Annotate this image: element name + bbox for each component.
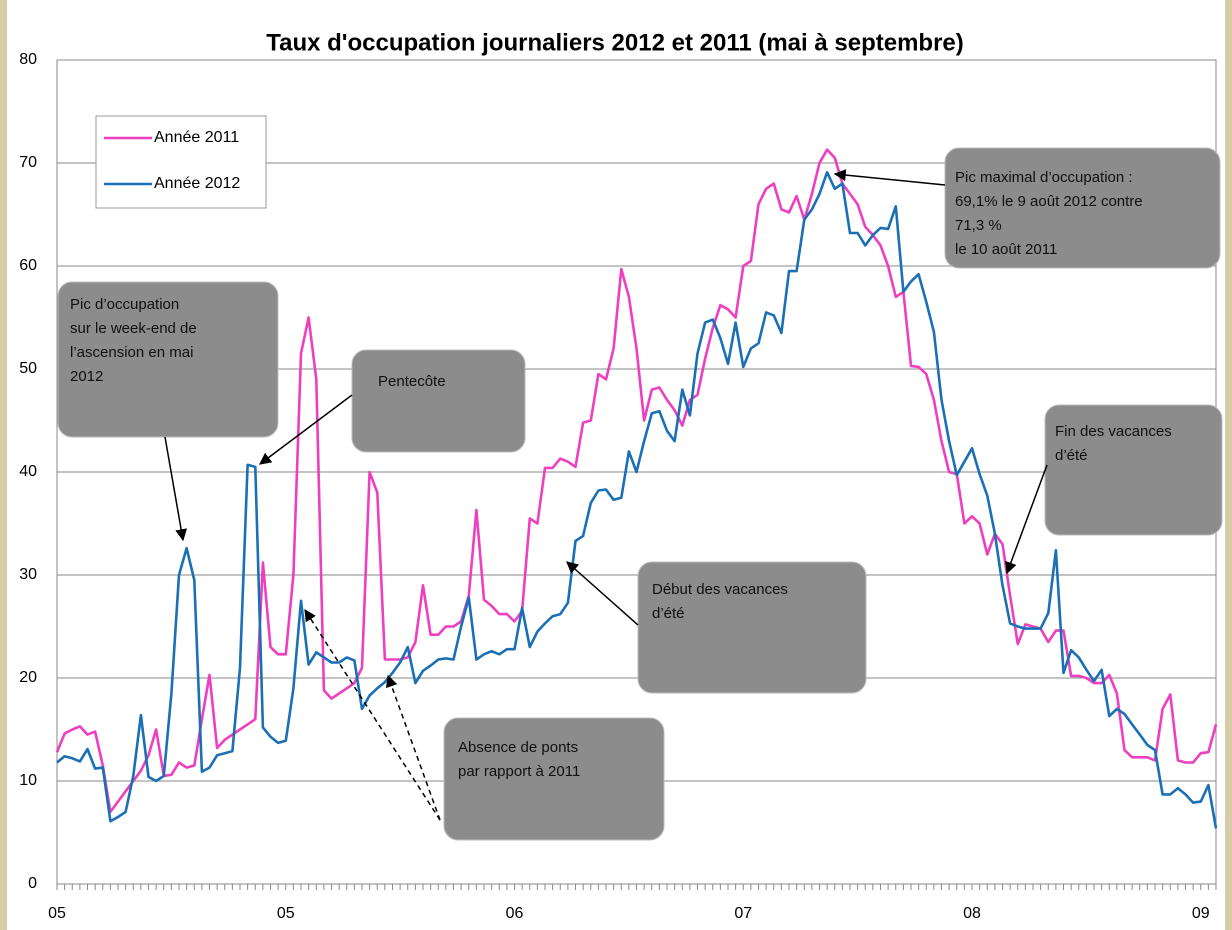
x-tick-label: 07 [734,905,752,922]
chart-title: Taux d'occupation journaliers 2012 et 20… [266,29,964,56]
annotation-text: par rapport à 2011 [458,763,580,780]
annotation-box [57,281,279,438]
annotation-arrow [164,436,188,542]
annotation-arrow [833,169,946,186]
annotation-text: Pic maximal d’occupation : [955,169,1133,186]
y-tick-label: 40 [19,463,37,480]
annotation-arrow [386,674,441,821]
annotation-arrow [1005,464,1048,575]
annotation-text: le 10 août 2011 [955,241,1057,258]
y-tick-label: 50 [19,360,37,377]
annotation-text: sur le week-end de [70,320,197,337]
series-line [55,148,1218,814]
y-tick-label: 20 [19,669,37,686]
annotation-text: Pentecôte [378,373,446,390]
frame-right [1225,0,1232,930]
annotation-arrow [304,608,441,821]
x-tick-label: 08 [963,905,981,922]
annotation-text: l’ascension en mai [70,344,193,361]
y-tick-label: 80 [19,51,37,68]
x-tick-label: 05 [48,905,66,922]
x-tick-label: 05 [277,905,295,922]
annotation-box [351,349,526,453]
annotation-text: 2012 [70,368,103,385]
legend-box [95,115,267,209]
legend-label: Année 2011 [154,129,239,146]
annotation-text: d’été [652,605,685,622]
annotation-text: 71,3 % [955,217,1002,234]
y-tick-label: 10 [19,772,37,789]
frame-left [0,0,7,930]
y-tick-label: 70 [19,154,37,171]
y-tick-label: 60 [19,257,37,274]
x-tick-label: 09 [1192,905,1210,922]
legend-label: Année 2012 [154,175,240,192]
annotation-box [637,561,867,694]
y-tick-label: 0 [28,875,37,892]
annotation-box [443,717,665,841]
annotation-arrow [259,394,353,465]
y-tick-label: 30 [19,566,37,583]
legend: Année 2011 Année 2012 [95,115,267,209]
annotation-text: Début des vacances [652,581,788,598]
annotation-text: Absence de ponts [458,739,578,756]
annotation-text: 69,1% le 9 août 2012 contre [955,193,1143,210]
annotation-text: d’été [1055,447,1088,464]
series-line [56,171,1218,829]
annotation-text: Fin des vacances [1055,423,1172,440]
annotation-arrow [566,561,639,626]
annotation-text: Pic d’occupation [70,296,179,313]
x-tick-label: 06 [506,905,524,922]
annotation-box [944,147,1221,269]
